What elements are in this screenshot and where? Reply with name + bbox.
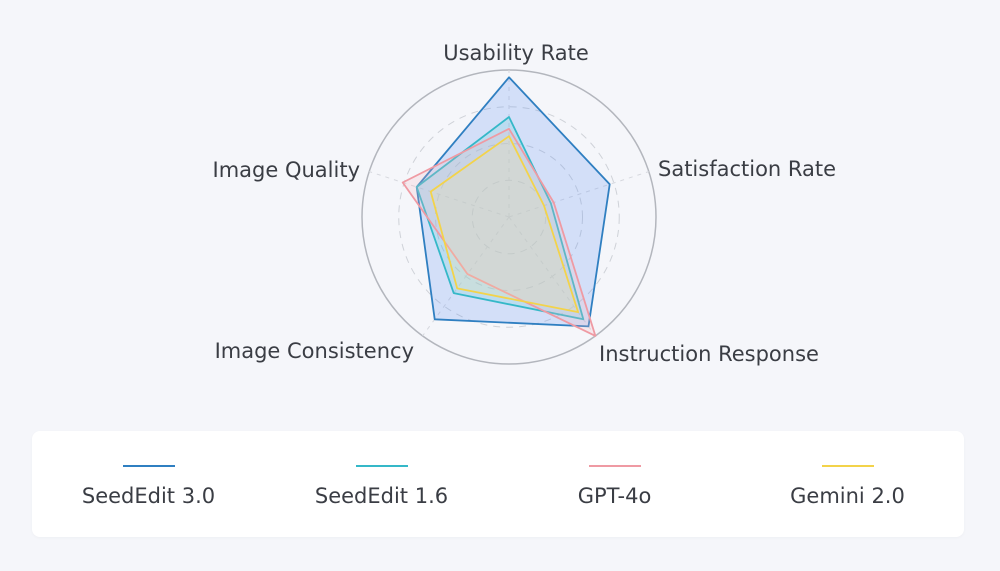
legend-label: GPT-4o — [577, 484, 652, 508]
radar-chart: Usability Rate Satisfaction Rate Instructi… — [213, 41, 837, 366]
legend-swatch — [588, 465, 641, 467]
series-seededit-1-6 — [415, 116, 585, 321]
legend: SeedEdit 3.0 SeedEdit 1.6 GPT-4o Gemini … — [32, 431, 964, 537]
legend-item-gpt-4o[interactable]: GPT-4o — [498, 431, 731, 537]
radar-grid — [361, 69, 657, 365]
axis-label: Image Quality — [213, 158, 360, 182]
axis-label: Satisfaction Rate — [658, 157, 836, 181]
legend-item-seededit-3-0[interactable]: SeedEdit 3.0 — [32, 431, 265, 537]
series-gemini-2-0 — [429, 135, 579, 314]
axis-label: Image Consistency — [215, 339, 414, 363]
radar-series — [401, 76, 611, 337]
radar-spoke — [508, 216, 596, 337]
legend-label: SeedEdit 1.6 — [314, 484, 449, 508]
radar-spoke — [508, 171, 649, 218]
series-seededit-3-0 — [415, 76, 611, 328]
axis-labels: Usability Rate Satisfaction Rate Instructi… — [213, 41, 837, 366]
legend-swatch — [355, 465, 408, 467]
legend-label: SeedEdit 3.0 — [81, 484, 216, 508]
radar-spoke — [369, 171, 510, 218]
legend-item-gemini-2-0[interactable]: Gemini 2.0 — [731, 431, 964, 537]
radar-grid-ring — [398, 106, 620, 328]
legend-item-seededit-1-6[interactable]: SeedEdit 1.6 — [265, 431, 498, 537]
legend-swatch — [122, 465, 175, 467]
legend-label: Gemini 2.0 — [790, 484, 905, 508]
series-gpt-4o — [401, 127, 597, 337]
axis-label: Usability Rate — [443, 41, 589, 65]
legend-swatch — [821, 465, 874, 467]
axis-label: Instruction Response — [599, 342, 819, 366]
radar-spoke — [422, 216, 510, 337]
radar-grid-ring — [435, 143, 583, 291]
